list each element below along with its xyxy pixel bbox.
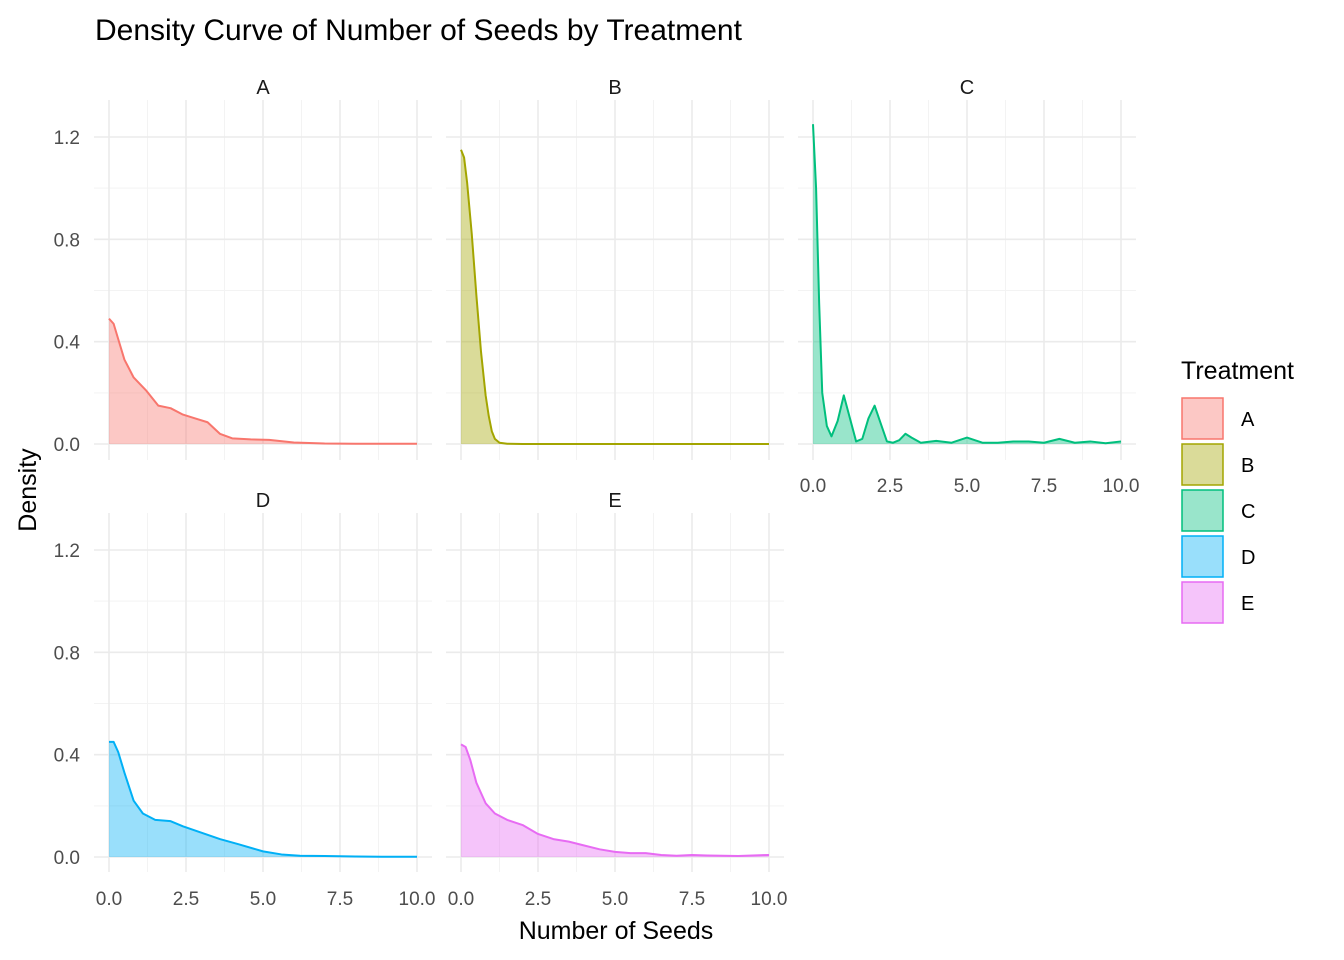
panel-a: A 0.0 0.4 0.8 1.2 [54,77,432,460]
legend-title: Treatment [1181,357,1294,385]
density-line-c [812,124,1122,445]
y-tick-label: 0.4 [54,746,81,767]
facet-label-a: A [256,77,270,99]
x-tick-label: 7.5 [327,889,353,910]
density-area-c [813,124,1121,444]
x-tick-label: 0.0 [96,889,122,910]
facet-label-b: B [608,77,621,99]
legend-label-e: E [1241,593,1254,615]
density-area-a [109,318,417,444]
x-tick-label: 5.0 [602,889,628,910]
y-tick-label: 1.2 [54,541,80,562]
density-line-e [460,743,770,857]
panel-e: E 0.0 2.5 5.0 7.5 10.0 [446,490,787,910]
x-tick-label: 10.0 [1103,476,1140,497]
x-axis-title: Number of Seeds [519,917,714,945]
x-tick-label: 2.5 [877,476,903,497]
legend-key-d [1181,535,1224,578]
legend-key-b [1181,443,1224,486]
y-tick-label: 1.2 [54,128,80,149]
panel-c: C 0.0 2.5 5.0 7.5 10.0 [798,77,1139,497]
x-tick-label: 0.0 [800,476,826,497]
legend-label-d: D [1241,547,1255,569]
x-tick-label: 2.5 [525,889,551,910]
y-tick-label: 0.8 [54,230,80,251]
legend-label-b: B [1241,455,1254,477]
x-tick-label: 10.0 [399,889,436,910]
y-tick-label: 0.0 [54,848,80,869]
facet-label-e: E [608,490,621,512]
density-line-d [109,740,417,858]
facet-panels: A 0.0 0.4 0.8 1.2 B C 0.0 2.5 5.0 7.5 10.0 D 0.0 0.4 0.… [54,77,1140,910]
x-tick-label: 7.5 [1031,476,1057,497]
legend-label-a: A [1241,409,1255,431]
y-tick-label: 0.4 [54,333,81,354]
density-line-b [460,149,769,445]
y-tick-label: 0.0 [54,435,80,456]
y-axis-title: Density [14,448,42,532]
density-area-e [461,744,769,857]
legend-key-e [1181,581,1224,624]
facet-label-d: D [256,490,270,512]
legend-label-c: C [1241,501,1255,523]
facet-label-c: C [960,77,974,99]
x-tick-label: 7.5 [679,889,705,910]
legend-key-c [1181,489,1224,532]
legend: Treatment A B C D E [1181,357,1294,624]
x-tick-label: 2.5 [173,889,199,910]
x-tick-label: 5.0 [954,476,980,497]
panel-d: D 0.0 0.4 0.8 1.2 0.0 2.5 5.0 7.5 10.0 [54,490,436,910]
x-tick-label: 10.0 [751,889,788,910]
chart-title: Density Curve of Number of Seeds by Trea… [95,14,743,47]
x-tick-label: 5.0 [250,889,276,910]
legend-key-a [1181,397,1224,440]
y-tick-label: 0.8 [54,643,80,664]
panel-b: B [446,77,784,460]
density-line-a [108,317,417,445]
x-tick-label: 0.0 [448,889,474,910]
